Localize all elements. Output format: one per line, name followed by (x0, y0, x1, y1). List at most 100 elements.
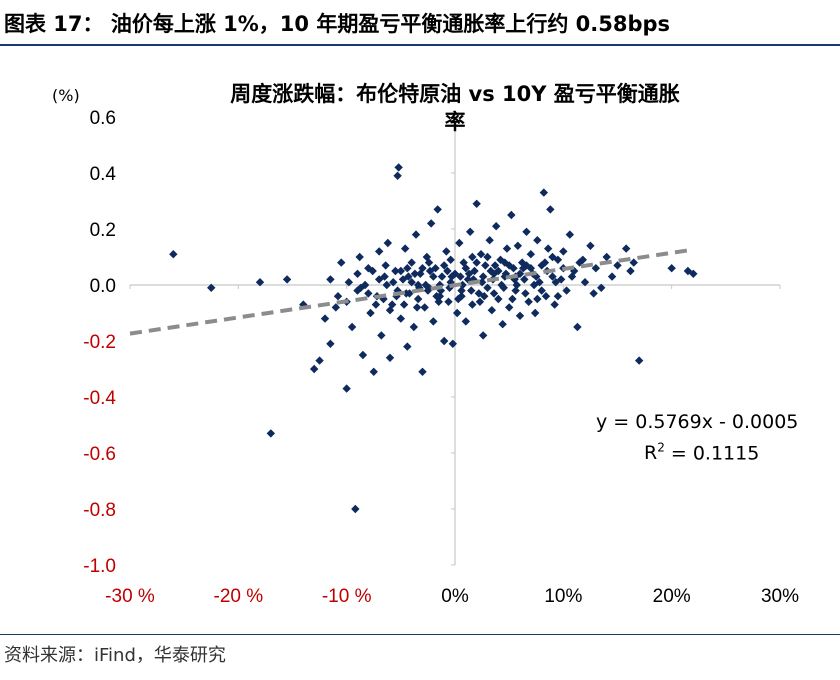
data-point (310, 365, 318, 373)
data-point (467, 286, 475, 294)
data-point (326, 340, 334, 348)
data-point (169, 250, 177, 258)
data-point (394, 163, 402, 171)
data-point (488, 306, 496, 314)
data-point (481, 261, 489, 269)
data-point (554, 292, 562, 300)
data-point (455, 239, 463, 247)
data-point (418, 368, 426, 376)
r-squared: R2 = 0.1115 (644, 441, 759, 464)
x-tick-label: -30 % (105, 586, 155, 607)
data-point (359, 351, 367, 359)
data-point (438, 272, 446, 280)
data-point (446, 256, 454, 264)
data-point (514, 242, 522, 250)
x-tick-label: 10% (544, 586, 582, 607)
data-point (355, 253, 363, 261)
data-point (348, 323, 356, 331)
chart-title: 周度涨跌幅：布伦特原油 vs 10Y 盈亏平衡通胀 (130, 78, 780, 108)
data-point (420, 303, 428, 311)
data-point (315, 356, 323, 364)
data-point (267, 429, 275, 437)
data-point (485, 236, 493, 244)
data-point (466, 228, 474, 236)
source-note: 资料来源：iFind，华泰研究 (4, 641, 226, 667)
y-tick-label: 0.2 (90, 220, 116, 241)
data-point (608, 272, 616, 280)
data-point (397, 314, 405, 322)
data-point (366, 309, 374, 317)
data-point (524, 298, 532, 306)
data-point (462, 317, 470, 325)
regression-equation: y = 0.5769x - 0.0005 (596, 411, 798, 433)
data-point (630, 258, 638, 266)
data-point (635, 356, 643, 364)
data-point (401, 244, 409, 252)
data-point (386, 354, 394, 362)
data-point (626, 267, 634, 275)
data-point (410, 323, 418, 331)
data-point (412, 230, 420, 238)
data-point (573, 323, 581, 331)
data-point (479, 272, 487, 280)
data-point (507, 211, 515, 219)
data-point (403, 342, 411, 350)
data-point (334, 292, 342, 300)
x-tick-label: -20 % (214, 586, 264, 607)
data-point (353, 270, 361, 278)
data-point (370, 368, 378, 376)
r-squared-exponent: 2 (657, 441, 665, 455)
data-point (400, 300, 408, 308)
data-point (393, 172, 401, 180)
data-point (589, 289, 597, 297)
data-point (503, 244, 511, 252)
data-point (326, 275, 334, 283)
data-point (453, 309, 461, 317)
chart-title-continued: 率 (430, 106, 480, 136)
r-squared-letter: R (644, 442, 657, 464)
y-tick-label: 0.6 (90, 108, 116, 129)
tick-labels: 0.60.40.20.0-0.2-0.4-0.6-0.8-1.0-30 % -20… (83, 108, 799, 607)
axes (130, 117, 780, 565)
data-point (531, 309, 539, 317)
data-point (550, 300, 558, 308)
y-tick-label: 0.0 (90, 276, 116, 297)
data-point (566, 230, 574, 238)
data-point (667, 264, 675, 272)
data-point (479, 331, 487, 339)
data-point (498, 320, 506, 328)
data-point (622, 244, 630, 252)
data-point (449, 340, 457, 348)
data-point (429, 317, 437, 325)
y-tick-label: -1.0 (83, 556, 116, 577)
data-point (321, 314, 329, 322)
data-point (440, 337, 448, 345)
data-point (559, 247, 567, 255)
data-point (522, 228, 530, 236)
data-point (505, 303, 513, 311)
y-unit-label: (%) (52, 86, 80, 105)
data-point (342, 384, 350, 392)
data-point (586, 242, 594, 250)
y-tick-label: -0.2 (83, 332, 116, 353)
data-point (372, 300, 380, 308)
data-point (546, 205, 554, 213)
data-point (283, 275, 291, 283)
data-point (384, 239, 392, 247)
data-point (433, 205, 441, 213)
y-tick-label: -0.6 (83, 444, 116, 465)
data-point (364, 289, 372, 297)
data-point (544, 244, 552, 252)
data-point (444, 298, 452, 306)
data-point (414, 295, 422, 303)
data-point (492, 222, 500, 230)
data-point (508, 295, 516, 303)
r-squared-value: = 0.1115 (665, 442, 759, 464)
data-point (351, 505, 359, 513)
data-point (527, 250, 535, 258)
data-point (533, 236, 541, 244)
data-point (602, 253, 610, 261)
data-point (468, 300, 476, 308)
r-squared-symbol: R2 (644, 442, 665, 464)
data-point (413, 303, 421, 311)
